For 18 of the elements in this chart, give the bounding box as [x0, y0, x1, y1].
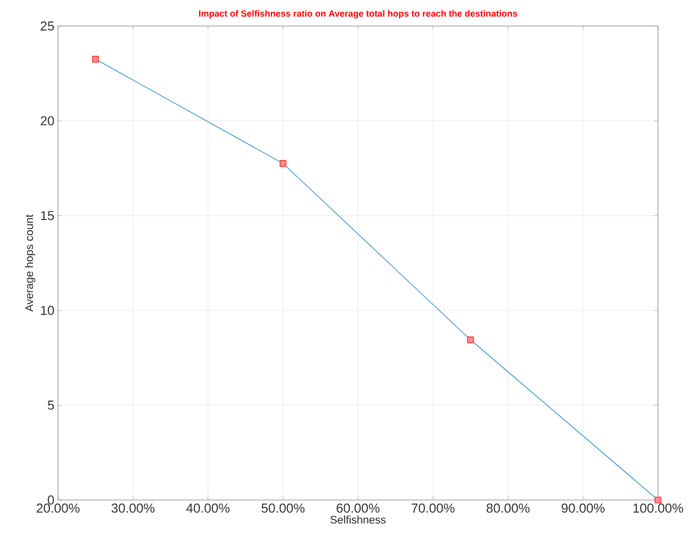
chart-title: Impact of Selfishness ratio on Average total hops to reach the destinations: [199, 10, 518, 19]
x-axis-title: Selfishness: [330, 516, 386, 524]
y-axis-title: Average hops count: [25, 214, 36, 312]
y-tick-label: 5: [48, 400, 54, 410]
x-tick-label: 100.00%: [633, 504, 684, 513]
x-tick-label: 20.00%: [36, 504, 80, 513]
x-tick-label: 50.00%: [262, 504, 305, 513]
y-tick-label: 0: [48, 495, 54, 505]
y-tick-label: 20: [40, 116, 54, 126]
y-tick-label: 15: [41, 211, 54, 220]
x-tick-label: 30.00%: [112, 504, 155, 513]
x-tick-label: 40.00%: [186, 504, 230, 513]
x-tick-label: 60.00%: [336, 504, 380, 513]
x-tick-label: 80.00%: [486, 504, 530, 513]
x-tick-label: 70.00%: [412, 504, 455, 513]
y-tick-label: 10: [41, 306, 54, 315]
x-tick-label: 90.00%: [562, 504, 605, 513]
y-tick-label: 25: [40, 21, 54, 31]
